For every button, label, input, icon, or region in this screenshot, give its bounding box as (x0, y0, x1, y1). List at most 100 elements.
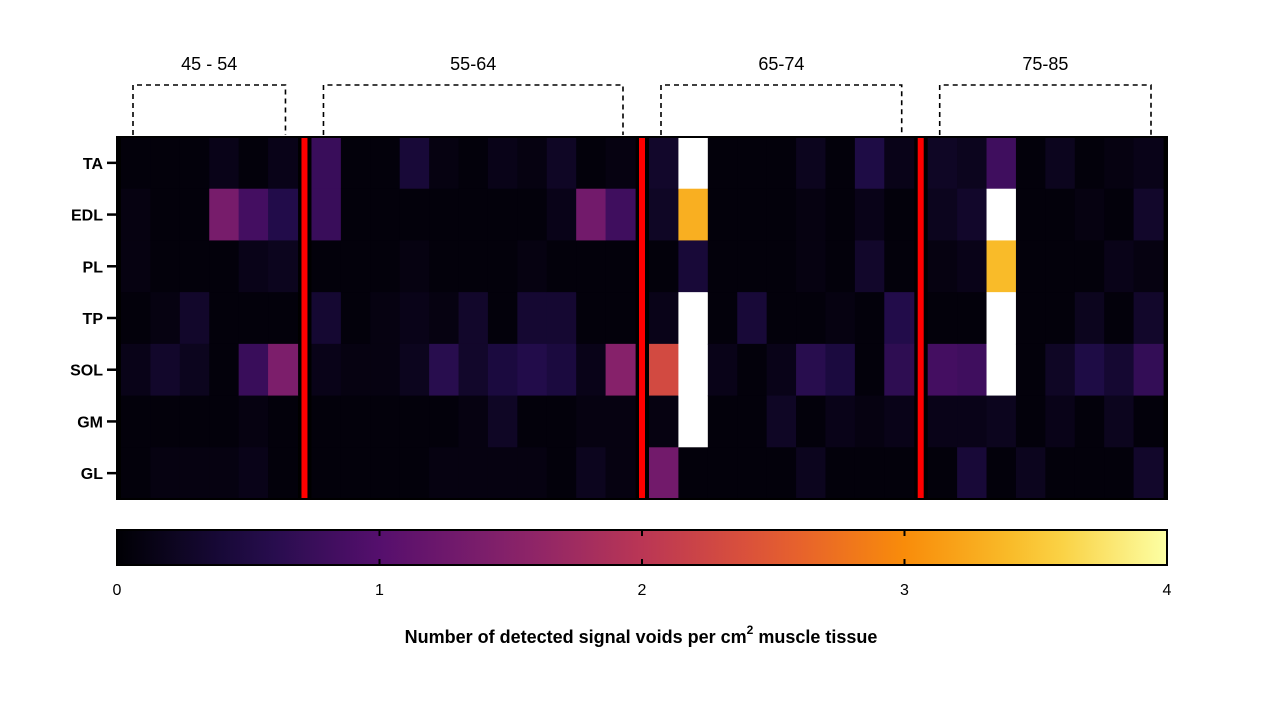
heatmap-cell (737, 395, 768, 448)
heatmap-cell (576, 188, 607, 242)
heatmap-cell (1015, 343, 1046, 397)
heatmap-cell (487, 343, 518, 397)
heatmap-cell (399, 447, 430, 500)
heatmap-cell (209, 447, 240, 500)
heatmap-cell (957, 343, 988, 397)
heatmap-cell (399, 292, 430, 345)
heatmap-cell (1133, 343, 1164, 397)
heatmap-cell (1074, 292, 1105, 345)
colorbar-tick-label: 1 (375, 582, 384, 599)
heatmap-cell (311, 240, 342, 293)
heatmap-cell (927, 188, 958, 242)
heatmap-cell (825, 188, 856, 242)
heatmap-cell (649, 188, 680, 242)
heatmap-cell (121, 395, 152, 448)
heatmap-cell (546, 395, 577, 448)
group-label: 65-74 (758, 54, 804, 74)
heatmap-cell (576, 395, 607, 448)
heatmap-cell (209, 137, 240, 190)
heatmap-cell (766, 188, 797, 242)
heatmap-cell (1074, 240, 1105, 293)
heatmap-cell (766, 447, 797, 500)
colorbar-tick-label: 2 (638, 582, 647, 599)
heatmap-cell (429, 188, 460, 242)
heatmap-cell (766, 240, 797, 293)
heatmap-cell (1045, 395, 1076, 448)
heatmap-cell (737, 137, 768, 190)
heatmap-cell (370, 137, 401, 190)
heatmap-cell (370, 292, 401, 345)
heatmap-cell (605, 137, 636, 190)
heatmap-cell (487, 188, 518, 242)
heatmap-cell (649, 447, 680, 500)
heatmap-cell (487, 137, 518, 190)
heatmap-cell (707, 343, 738, 397)
heatmap-cell (429, 240, 460, 293)
heatmap-cell (854, 137, 885, 190)
heatmap-cell (796, 188, 827, 242)
heatmap-cell (268, 137, 299, 190)
heatmap-cell (986, 240, 1017, 293)
heatmap-cell (707, 395, 738, 448)
heatmap-cell (576, 447, 607, 500)
heatmap-cell (737, 240, 768, 293)
heatmap-cell (209, 343, 240, 397)
heatmap-cell (238, 343, 269, 397)
colorbar-tick-label: 3 (900, 582, 909, 599)
heatmap-cell (678, 292, 709, 345)
group-bracket (322, 84, 624, 135)
heatmap-cell (487, 292, 518, 345)
heatmap-cell (121, 188, 152, 242)
heatmap-cell (238, 395, 269, 448)
row-label: SOL (70, 363, 103, 380)
heatmap-cell (1104, 343, 1135, 397)
heatmap-cell (1074, 188, 1105, 242)
heatmap-cell (1104, 395, 1135, 448)
heatmap-cell (238, 292, 269, 345)
heatmap-cell (957, 395, 988, 448)
heatmap-cell (796, 343, 827, 397)
heatmap-cell (884, 447, 915, 500)
heatmap-cell (399, 137, 430, 190)
heatmap-cell (429, 292, 460, 345)
row-label: TA (83, 156, 104, 173)
heatmap-cell (268, 343, 299, 397)
heatmap-cell (678, 137, 709, 190)
heatmap-cell (311, 137, 342, 190)
heatmap-cell (576, 240, 607, 293)
heatmap-cell (311, 447, 342, 500)
heatmap-cell (796, 447, 827, 500)
heatmap-cell (884, 137, 915, 190)
heatmap-cell (399, 395, 430, 448)
heatmap-cell (854, 240, 885, 293)
group-separator (301, 137, 308, 499)
heatmap-cell (707, 137, 738, 190)
heatmap-cell (678, 188, 709, 242)
heatmap-cell (927, 240, 958, 293)
heatmap-cell (1015, 188, 1046, 242)
heatmap-cell (796, 395, 827, 448)
heatmap-cell (1045, 137, 1076, 190)
heatmap-cell (1104, 188, 1135, 242)
colorbar-ticks: 0 1 2 3 4 (113, 530, 1172, 599)
heatmap-cell (340, 395, 371, 448)
heatmap-cell (825, 292, 856, 345)
heatmap-cell (1045, 447, 1076, 500)
heatmap-cell (825, 137, 856, 190)
heatmap-cell (1015, 240, 1046, 293)
heatmap-cell (605, 292, 636, 345)
heatmap-cell (458, 240, 489, 293)
heatmap-cell (927, 292, 958, 345)
heatmap-cell (678, 240, 709, 293)
heatmap-cell (825, 240, 856, 293)
heatmap-cell (884, 292, 915, 345)
heatmap-cell (458, 188, 489, 242)
heatmap-cell (429, 137, 460, 190)
heatmap-cell (1045, 188, 1076, 242)
heatmap-cell (825, 343, 856, 397)
colorbar-title-end: muscle tissue (753, 627, 877, 647)
heatmap-cell (986, 137, 1017, 190)
heatmap-cell (340, 343, 371, 397)
heatmap-cell (678, 447, 709, 500)
